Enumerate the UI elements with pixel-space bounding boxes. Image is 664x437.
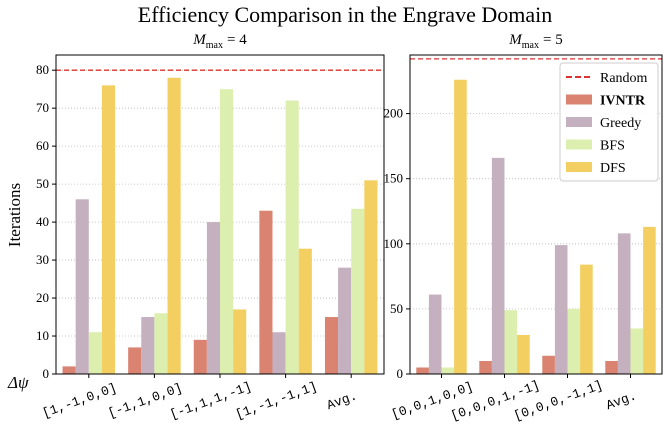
legend-label: Greedy [600,116,641,131]
y-tick-label: 30 [36,252,49,267]
y-tick-label: 50 [36,176,49,191]
bar [441,367,455,374]
y-tick-label: 50 [390,301,403,316]
bar [338,267,352,374]
x-tick-label: Avg. [325,388,359,413]
bar [504,310,518,374]
legend-box [559,62,659,182]
bar [542,355,555,374]
bar [220,89,234,374]
y-tick-label: 100 [384,236,404,251]
figure-title: Efficiency Comparison in the Engrave Dom… [138,2,552,27]
subplot-title: Mmax = 4 [192,32,247,51]
bar [167,77,181,375]
y-tick-label: 40 [36,214,49,229]
bar [567,308,581,374]
y-tick-label: 60 [36,138,49,153]
bar [351,208,365,374]
y-tick-label: 70 [36,100,49,115]
y-tick-label: 200 [384,106,404,121]
bar [75,199,89,374]
bar [324,317,339,374]
y-tick-label: 0 [397,366,404,381]
legend-swatch [566,139,592,150]
y-tick-label: 20 [36,290,49,305]
bar [416,367,429,374]
bar [605,360,618,374]
legend-swatch [566,117,592,127]
legend-label: BFS [600,139,625,154]
x-tick-label: Avg. [604,388,638,413]
y-axis-label: Iterations [5,183,24,247]
title-symbol: M [192,32,207,48]
legend-swatch [566,94,592,105]
bar [479,360,492,374]
bar [154,313,168,374]
bar [630,328,644,374]
bar [193,339,207,374]
title-subscript: max [206,40,223,51]
bar [62,366,76,374]
title-subscript: max [522,40,539,51]
subplot-title: Mmax = 5 [508,32,562,51]
legend-swatch [566,162,592,172]
bar [580,264,593,374]
legend-label: IVNTR [600,94,646,109]
bar [491,157,505,374]
bar [428,294,442,374]
bar [643,226,656,374]
axes-frame [55,54,385,375]
x-tick-label: [1,-1,0,0] [40,380,118,421]
legend-label: Random [600,71,648,86]
bar [517,334,530,374]
bar [259,210,273,374]
bar [101,85,116,374]
bar [272,332,286,374]
bar [285,100,299,375]
title-value: = 5 [543,32,563,48]
y-tick-label: 0 [43,366,50,381]
y-tick-label: 10 [36,328,49,343]
bar [141,317,155,374]
bar [128,347,142,374]
title-value: = 4 [227,32,247,48]
bar [206,222,220,374]
bar [298,248,312,374]
y-tick-label: 80 [36,62,49,77]
bar [233,309,247,374]
legend-label: DFS [600,161,626,176]
bar [554,245,568,374]
bar [364,180,378,374]
x-axis-label: Δψ [7,373,29,392]
y-tick-label: 150 [384,171,404,186]
bar [88,332,102,374]
bar [617,233,631,374]
bar [454,79,467,375]
axes-frame [409,54,663,375]
title-symbol: M [508,32,523,48]
